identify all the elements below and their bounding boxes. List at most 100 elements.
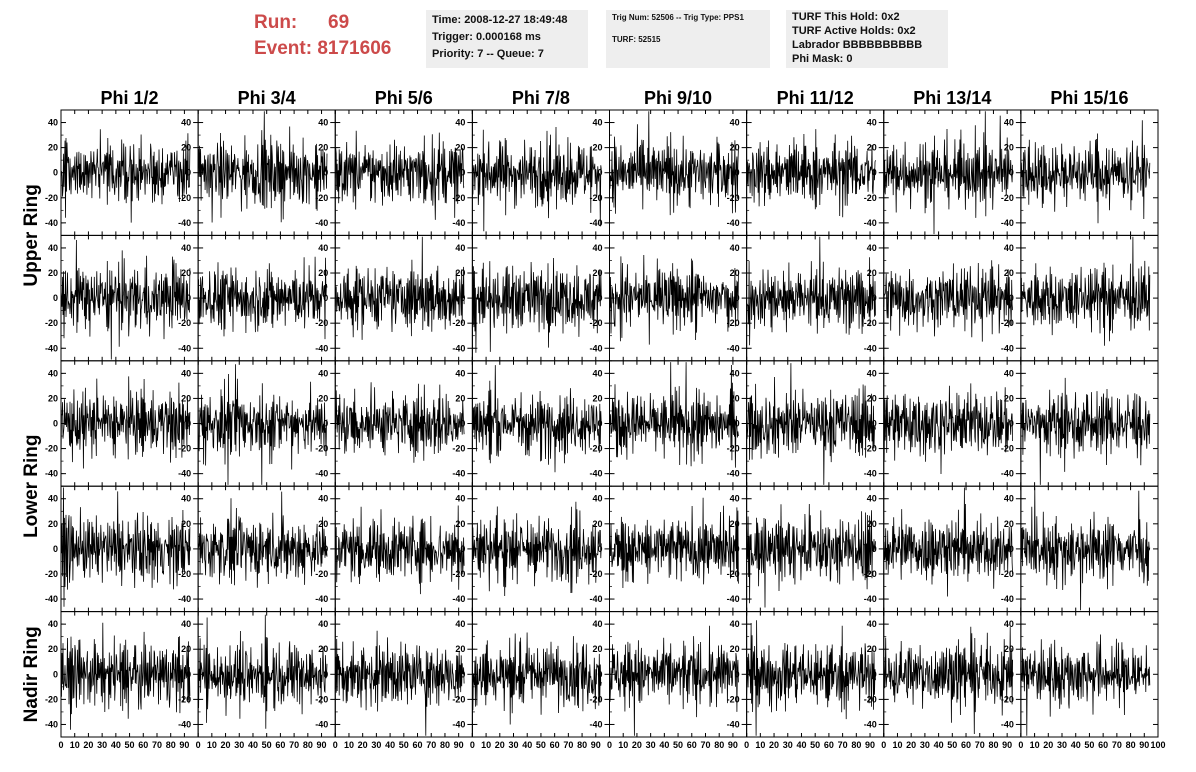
y-tick-label: 20	[318, 519, 328, 529]
column-header-5: Phi 9/10	[644, 88, 712, 108]
labrador-text: Labrador BBBBBBBBBB	[792, 39, 923, 51]
y-tick-label: 20	[455, 519, 465, 529]
y-tick-label: -20	[178, 193, 191, 203]
y-tick-label: 0	[460, 544, 465, 554]
y-tick-label: -20	[1001, 318, 1014, 328]
run-event-block: Run: 69 Event: 8171606	[254, 10, 391, 62]
x-tick-label: 70	[838, 740, 848, 750]
x-tick-label: 10	[70, 740, 80, 750]
y-tick-label: -40	[178, 343, 191, 353]
waveform-trace	[197, 364, 328, 485]
y-tick-label: 20	[318, 268, 328, 278]
y-tick-label: -20	[727, 444, 740, 454]
waveform-trace	[60, 239, 191, 360]
y-tick-label: -20	[315, 569, 328, 579]
y-tick-label: -40	[452, 594, 465, 604]
x-tick-label: 90	[1002, 740, 1012, 750]
panel-r2-c1: -40 -40 -20 -20 0 0 20 20 40 40	[45, 234, 199, 362]
waveform-trace	[472, 501, 602, 597]
y-tick-label: 40	[48, 619, 58, 629]
x-tick-label: 70	[563, 740, 573, 750]
y-tick-label: -40	[727, 218, 740, 228]
y-tick-label: 40	[455, 619, 465, 629]
phi-mask-text: Phi Mask: 0	[792, 53, 853, 65]
waveform-trace	[334, 236, 465, 340]
x-tick-label: 40	[385, 740, 395, 750]
x-tick-label: 80	[166, 740, 176, 750]
y-tick-label: -40	[1001, 594, 1014, 604]
column-header-2: Phi 3/4	[238, 88, 296, 108]
y-tick-label: -40	[589, 218, 602, 228]
y-tick-label: 40	[730, 118, 740, 128]
y-tick-label: -20	[178, 444, 191, 454]
waveform-trace	[472, 365, 602, 473]
x-tick-label: 10	[1030, 740, 1040, 750]
y-tick-label: 40	[867, 619, 877, 629]
waveform-trace	[1020, 487, 1151, 611]
y-tick-label: 40	[181, 619, 191, 629]
y-tick-label: 40	[318, 243, 328, 253]
y-tick-label: 40	[867, 118, 877, 128]
x-tick-label: 60	[824, 740, 834, 750]
x-tick-label: 30	[97, 740, 107, 750]
waveform-trace	[197, 111, 328, 223]
y-tick-label: -40	[452, 469, 465, 479]
y-tick-label: -20	[727, 193, 740, 203]
x-tick-label: 40	[248, 740, 258, 750]
x-tick-label: 10	[207, 740, 217, 750]
turf-text: TURF: 52515	[612, 35, 661, 44]
x-tick-label: 100	[1150, 740, 1165, 750]
y-tick-label: -40	[589, 343, 602, 353]
y-tick-label: 40	[1004, 494, 1014, 504]
waveform-trace	[1020, 236, 1151, 346]
waveform-trace	[883, 487, 1013, 597]
y-tick-label: 20	[318, 143, 328, 153]
y-tick-label: 0	[460, 669, 465, 679]
x-tick-label: 90	[865, 740, 875, 750]
y-tick-label: 20	[48, 268, 58, 278]
x-tick-label: 60	[1098, 740, 1108, 750]
y-tick-label: -40	[1001, 343, 1014, 353]
y-tick-label: 20	[48, 393, 58, 403]
y-tick-label: -20	[452, 193, 465, 203]
y-tick-label: 20	[181, 393, 191, 403]
y-tick-label: -20	[452, 694, 465, 704]
turf-holds-box: TURF This Hold: 0x2 TURF Active Holds: 0…	[786, 10, 948, 68]
ring-label-3: Nadir Ring	[21, 626, 42, 722]
turf-hold-text: TURF This Hold: 0x2	[792, 11, 900, 23]
x-tick-label: 20	[83, 740, 93, 750]
y-tick-label: -20	[1001, 694, 1014, 704]
y-tick-label: 40	[455, 118, 465, 128]
column-header-7: Phi 13/14	[913, 88, 991, 108]
y-tick-label: 0	[186, 293, 191, 303]
x-tick-label: 40	[796, 740, 806, 750]
x-tick-label: 50	[262, 740, 272, 750]
waveform-trace	[60, 376, 191, 469]
x-tick-label: 20	[1043, 740, 1053, 750]
x-tick-label: 30	[783, 740, 793, 750]
y-tick-label: 20	[1004, 268, 1014, 278]
y-tick-label: -20	[315, 318, 328, 328]
y-tick-label: 40	[181, 118, 191, 128]
waveform-trace	[746, 236, 876, 346]
event-line: Event: 8171606	[254, 36, 391, 62]
y-tick-label: -40	[178, 594, 191, 604]
y-tick-label: -20	[727, 569, 740, 579]
x-tick-label: 60	[275, 740, 285, 750]
y-tick-label: 40	[867, 368, 877, 378]
y-tick-label: 20	[592, 519, 602, 529]
y-tick-label: 20	[1004, 143, 1014, 153]
x-tick-label: 90	[179, 740, 189, 750]
y-tick-label: 20	[867, 268, 877, 278]
trigger-text: Trigger: 0.000168 ms	[432, 31, 541, 43]
y-tick-label: 20	[592, 268, 602, 278]
x-tick-label: 0	[1018, 740, 1023, 750]
x-tick-label: 10	[344, 740, 354, 750]
waveform-trace	[609, 111, 739, 216]
y-tick-label: 20	[455, 393, 465, 403]
